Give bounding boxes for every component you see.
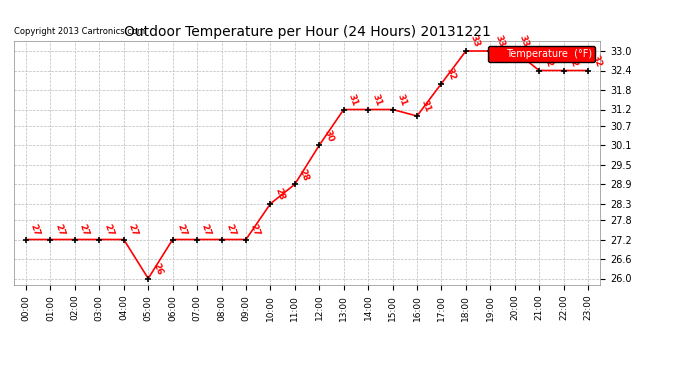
Text: 27: 27 bbox=[175, 222, 188, 237]
Text: 32: 32 bbox=[444, 66, 457, 81]
Text: 27: 27 bbox=[78, 222, 90, 237]
Text: 31: 31 bbox=[395, 93, 408, 107]
Text: 28: 28 bbox=[273, 187, 286, 202]
Text: 33: 33 bbox=[493, 34, 506, 49]
Text: 32: 32 bbox=[542, 54, 555, 68]
Text: 27: 27 bbox=[126, 222, 139, 237]
Text: 31: 31 bbox=[371, 93, 384, 107]
Title: Outdoor Temperature per Hour (24 Hours) 20131221: Outdoor Temperature per Hour (24 Hours) … bbox=[124, 25, 491, 39]
Text: 31: 31 bbox=[346, 93, 359, 107]
Legend: Temperature  (°F): Temperature (°F) bbox=[488, 46, 595, 62]
Text: 31: 31 bbox=[420, 99, 433, 114]
Text: 28: 28 bbox=[297, 167, 310, 182]
Text: 26: 26 bbox=[151, 261, 164, 276]
Text: Copyright 2013 Cartronics.com: Copyright 2013 Cartronics.com bbox=[14, 27, 145, 36]
Text: 33: 33 bbox=[518, 34, 531, 49]
Text: 27: 27 bbox=[53, 222, 66, 237]
Text: 32: 32 bbox=[566, 54, 579, 68]
Text: 32: 32 bbox=[591, 54, 604, 68]
Text: 27: 27 bbox=[102, 222, 115, 237]
Text: 27: 27 bbox=[248, 222, 262, 237]
Text: 33: 33 bbox=[469, 34, 482, 49]
Text: 30: 30 bbox=[322, 128, 335, 143]
Text: 27: 27 bbox=[200, 222, 213, 237]
Text: 27: 27 bbox=[224, 222, 237, 237]
Text: 27: 27 bbox=[29, 222, 41, 237]
